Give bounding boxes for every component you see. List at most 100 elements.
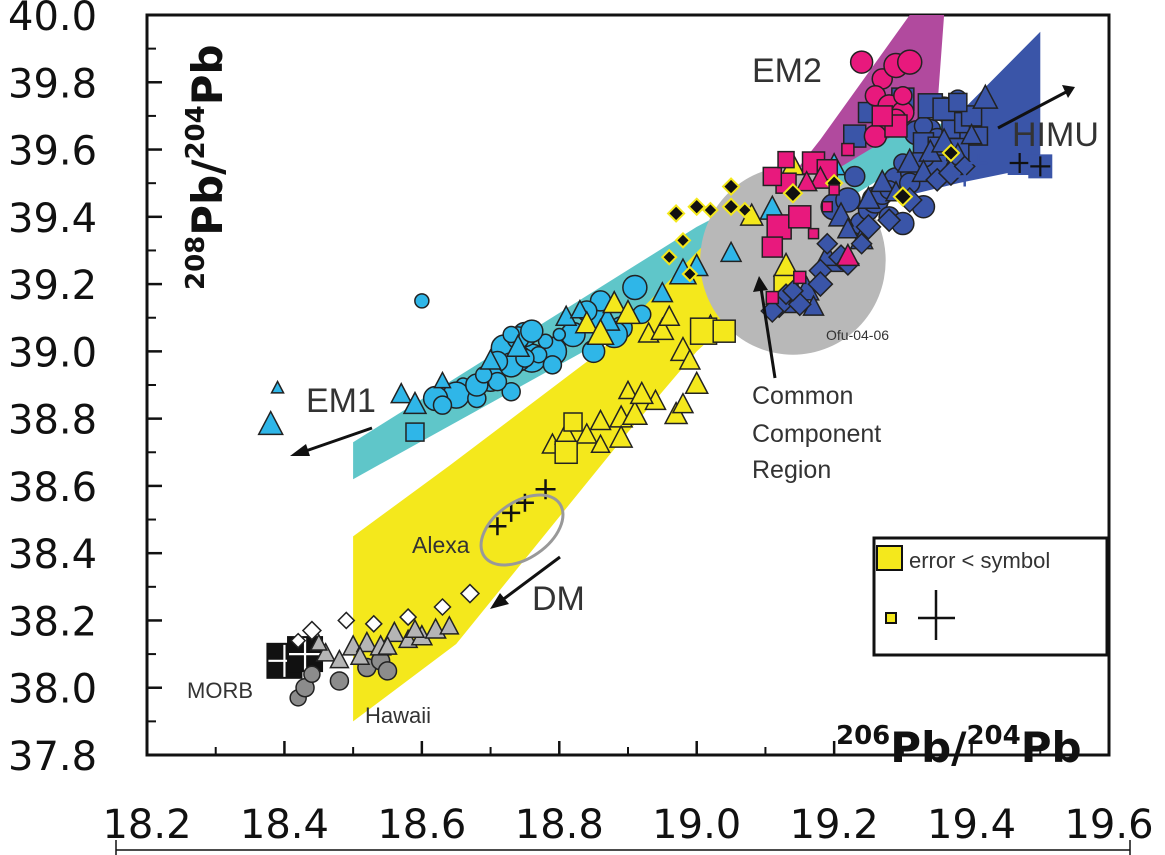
triangle-lightblue-point: [257, 409, 284, 436]
square-pink-point: [871, 105, 893, 127]
triangle-lightgray-point: [439, 615, 460, 635]
axes-layer: 18.2 18.4 18.6 18.8 19.0 19.2 19.4 19.6 37.8 38.0…: [8, 0, 1154, 855]
triangle-lightgray-point: [404, 618, 426, 639]
circle-lightblue-point: [520, 319, 544, 343]
square-pink-point: [828, 184, 840, 196]
diamond-diamond-point: [736, 201, 754, 219]
diamond-white-point: [301, 620, 322, 641]
triangle-blue-point: [856, 185, 881, 209]
square-pink-point: [788, 205, 812, 229]
square-pink-point: [821, 200, 834, 213]
diamond-diamond-point: [702, 201, 719, 219]
triangle-blue-point: [960, 122, 983, 145]
x-tick-label: 19.6: [1064, 802, 1153, 848]
alexa-outline: [479, 493, 565, 567]
triangle-blue-point: [836, 217, 860, 239]
triangle-yellow-point: [684, 370, 709, 394]
em1-label: EM1: [306, 382, 376, 420]
triangle-yellow-point: [590, 433, 611, 454]
x-tick-label: 18.8: [515, 802, 604, 848]
square-pink-point: [761, 236, 784, 258]
y-axis-sup2: 204: [181, 105, 211, 159]
triangle-blue-point: [896, 147, 923, 173]
dm-arrow: [496, 555, 561, 606]
diamond-diamond-point: [782, 182, 804, 204]
square-yellow-point: [689, 317, 718, 345]
triangle-yellow-point: [657, 304, 681, 326]
legend-large-square: [876, 545, 903, 571]
triangle-yellow-point: [614, 298, 642, 325]
common-region-arrow: [759, 287, 777, 379]
y-axis-title: 208Pb/204Pb: [181, 44, 232, 290]
square-pink-point: [762, 166, 783, 187]
legend-label: error < symbol: [909, 548, 1050, 573]
triangle-lightblue-point: [402, 390, 428, 415]
circle-lightblue-point: [432, 395, 453, 415]
diamond-diamond-point: [681, 265, 699, 283]
x-tick-label: 19.0: [652, 802, 741, 848]
y-tick-label: 39.6: [8, 129, 97, 175]
x-axis-main2: Pb: [1021, 723, 1082, 772]
y-tick-label: 38.4: [8, 532, 97, 578]
common-label-line2: Component: [752, 420, 881, 448]
y-tick-label: 39.0: [8, 330, 97, 376]
legend-box: [872, 536, 1109, 657]
square-yellow-point: [563, 412, 583, 432]
circle-lightblue-point: [501, 381, 521, 402]
triangle-yellow-point: [586, 317, 615, 346]
square-pink-point: [793, 270, 807, 285]
triangle-yellow-point: [608, 424, 634, 448]
triangle-lightblue-point: [651, 281, 674, 303]
circle-gray-point: [303, 665, 321, 684]
common-region-arrowhead: [753, 276, 768, 292]
common-label-line1: Common: [752, 382, 853, 410]
triangle-blue-point: [870, 168, 895, 193]
himu-label: HIMU: [1012, 116, 1099, 154]
cross-blue-point: [954, 166, 975, 187]
dm-arrowhead: [490, 593, 509, 609]
diamond-diamond-point: [674, 231, 692, 249]
square-lightblue-point: [405, 422, 425, 442]
square-yellow-point: [554, 440, 578, 465]
triangle-lightblue-point: [569, 299, 591, 319]
triangle-lightblue-point: [270, 379, 285, 394]
circle-lightblue-point: [622, 274, 648, 301]
y-tick-label: 38.8: [8, 398, 97, 444]
circle-pink-point: [893, 85, 913, 106]
triangle-blue-point: [972, 83, 999, 109]
y-axis-main1: Pb/: [183, 159, 232, 236]
triangle-yellow-point: [602, 290, 627, 314]
y-tick-label: 39.8: [8, 61, 97, 107]
triangle-lightgray-point: [349, 645, 371, 665]
circle-lightblue-point: [414, 293, 430, 309]
circle-lightblue-point: [537, 333, 554, 350]
em1-arrow: [296, 426, 373, 456]
square-yellow-point: [712, 319, 736, 343]
morb-label: MORB: [187, 678, 253, 703]
y-tick-label: 39.4: [8, 196, 97, 242]
x-tick-label: 19.2: [790, 802, 879, 848]
circle-pink-point: [849, 50, 874, 74]
triangle-yellow-point: [678, 348, 702, 370]
triangle-lightblue-point: [479, 348, 502, 370]
x-axis-main1: Pb/: [890, 723, 967, 772]
diamond-diamond-point: [666, 204, 686, 223]
em2-label: EM2: [752, 52, 822, 90]
square-pink-point: [766, 214, 792, 240]
diamond-diamond-point: [892, 186, 914, 208]
triangle-lightblue-point: [390, 381, 413, 404]
triangle-yellow-point: [621, 399, 649, 426]
diamond-blue-point: [816, 232, 839, 255]
triangle-pink-point: [795, 170, 818, 192]
square-pink-point: [807, 227, 820, 240]
triangle-yellow-point: [575, 422, 599, 444]
circle-lightblue-point: [502, 325, 520, 344]
annotation-layer: EM2 HIMU EM1 DM Common Component Region …: [187, 52, 1099, 728]
legend: error < symbol: [872, 536, 1109, 657]
circle-blue-point: [844, 165, 866, 188]
diamond-diamond-point: [660, 248, 678, 266]
x-tick-label: 18.4: [240, 802, 329, 848]
square-pink-point: [777, 150, 795, 169]
square-cross-blue-point-cross: [1009, 153, 1030, 173]
triangle-yellow-point: [574, 310, 600, 334]
